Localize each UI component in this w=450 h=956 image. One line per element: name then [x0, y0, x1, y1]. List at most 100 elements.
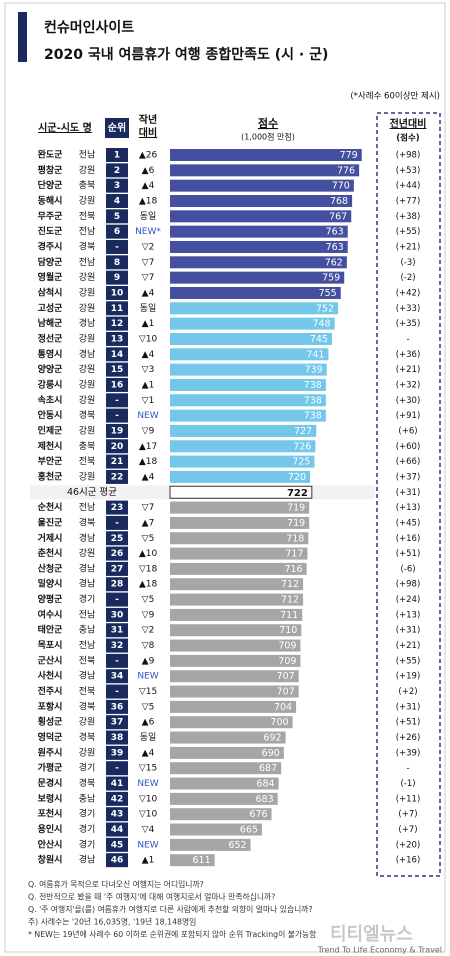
rank: 23 [111, 503, 124, 513]
score-label: 726 [293, 441, 311, 452]
bar [170, 424, 317, 437]
change: ▽10 [139, 334, 158, 344]
rank-box [106, 423, 128, 438]
yoy-label: (+60) [396, 442, 421, 452]
score-label: 727 [294, 426, 312, 437]
province: 강원 [79, 379, 96, 390]
change: NEW [137, 672, 158, 682]
yoy-label: (+35) [396, 319, 421, 329]
bar [170, 854, 215, 867]
change: 동일 [140, 303, 157, 314]
province: 강원 [79, 364, 96, 375]
rank-box [106, 347, 128, 362]
rank-box [106, 592, 128, 607]
province: 경북 [79, 700, 96, 712]
score-label: 704 [274, 702, 292, 713]
change: ▽7 [142, 258, 155, 268]
region: 진도군 [38, 225, 64, 237]
change: ▲1 [142, 856, 155, 866]
region: 순천시 [38, 502, 63, 513]
rank: 28 [111, 580, 124, 590]
yoy-label: (+42) [396, 288, 421, 298]
rank: 31 [111, 626, 124, 636]
score-label: 687 [259, 763, 277, 774]
rank: 21 [111, 457, 124, 467]
region: 경주시 [38, 240, 63, 252]
province: 경남 [79, 578, 96, 590]
score-label: 665 [240, 825, 258, 836]
rank-box [106, 853, 128, 868]
score-label: 719 [287, 518, 305, 529]
yoy-label: (+32) [396, 380, 421, 390]
province: 전남 [79, 150, 96, 161]
bar [170, 394, 326, 407]
bar [170, 501, 310, 514]
watermark-sub: Trend To Life Economy & Travel [317, 946, 442, 955]
rank-box [106, 684, 128, 699]
change: ▽4 [142, 825, 155, 835]
yoy-label: (+21) [396, 365, 421, 375]
yoy-label: (+45) [396, 518, 421, 528]
rank-box [106, 822, 128, 837]
rank: 39 [111, 748, 124, 758]
region: 포천시 [38, 809, 63, 820]
bar [170, 164, 360, 177]
province: 충북 [79, 180, 96, 191]
score-label: 712 [281, 579, 299, 590]
rank-box [106, 393, 128, 408]
bar [170, 240, 348, 253]
rank: 19 [111, 426, 124, 436]
province: 강원 [79, 395, 96, 406]
yoy-label: (+19) [396, 672, 421, 682]
province: 충북 [79, 441, 96, 452]
rank: 34 [111, 672, 124, 682]
change: ▲10 [139, 549, 158, 559]
change: NEW [137, 840, 158, 850]
brand: 컨슈머인사이트 [44, 19, 134, 36]
yoy-box [376, 112, 441, 877]
rank-box [106, 178, 128, 193]
rank-box [106, 316, 128, 331]
change: ▽5 [142, 534, 155, 544]
change: ▲6 [142, 718, 155, 728]
score-label: 719 [287, 503, 305, 514]
yoy-label: (-3) [400, 258, 415, 268]
yoy-label: (+7) [398, 810, 417, 820]
header-score: 점수 [258, 116, 278, 130]
change: ▲9 [142, 656, 155, 666]
rank: 37 [111, 718, 124, 728]
yoy-label: (+51) [396, 549, 421, 559]
rank: 42 [111, 794, 124, 804]
rank: 8 [114, 258, 120, 268]
region: 홍천군 [38, 470, 64, 482]
score-label: 738 [304, 395, 322, 406]
yoy-label: (+98) [396, 580, 421, 590]
bar [170, 256, 347, 269]
bar [170, 286, 341, 299]
province: 경기 [79, 762, 96, 774]
rank: 11 [111, 304, 124, 314]
change: NEW* [135, 227, 161, 237]
yoy-label: (+21) [396, 242, 421, 252]
bar [170, 179, 354, 192]
rank: - [115, 518, 119, 528]
region: 전주시 [38, 685, 63, 697]
rank-box [106, 638, 128, 653]
rank-box [106, 301, 128, 316]
rank-box [106, 377, 128, 392]
province: 경북 [79, 777, 96, 789]
change: NEW [137, 779, 158, 789]
header-rank: 순위 [108, 121, 126, 134]
region: 제천시 [38, 440, 63, 452]
score-label: 748 [312, 319, 330, 330]
rank: 16 [111, 380, 124, 390]
bar [170, 271, 345, 284]
bar [170, 578, 304, 591]
rank-box [106, 239, 128, 254]
rank-box [106, 607, 128, 622]
header-score-sub: (1,000점 만점) [241, 132, 295, 142]
score-label: 763 [326, 242, 344, 253]
bar [170, 455, 315, 468]
bar [170, 440, 316, 453]
change: ▲4 [142, 748, 155, 758]
